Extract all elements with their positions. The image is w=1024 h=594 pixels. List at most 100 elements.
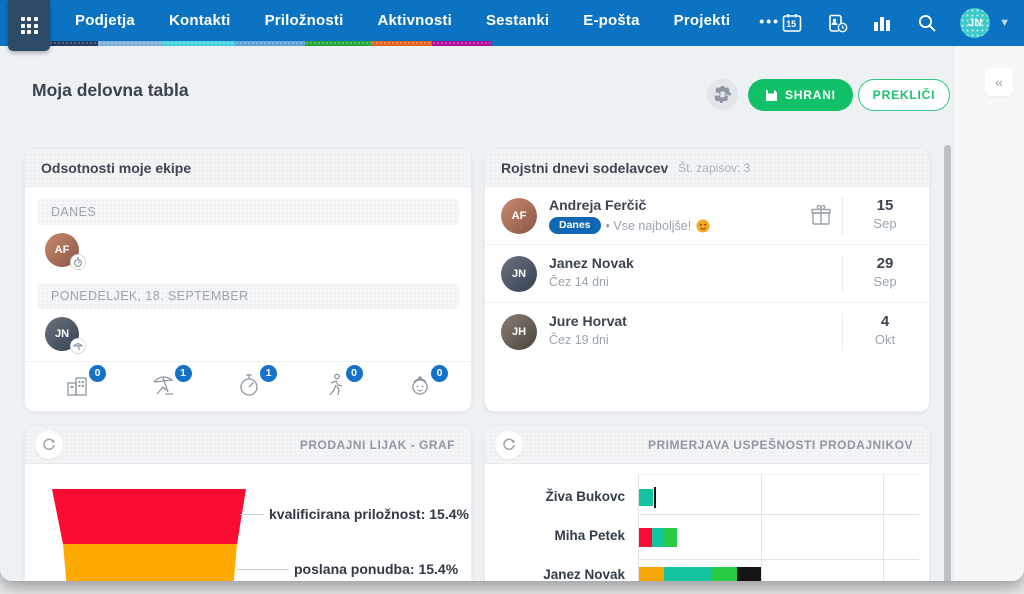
note-text: Čez 19 dni — [549, 333, 609, 347]
section-monday: PONEDELJEK, 18. SEPTEMBER — [37, 283, 459, 309]
avatar-initials: AF — [54, 244, 70, 256]
category-label: Miha Petek — [554, 528, 625, 543]
date-day: 15 — [876, 197, 894, 214]
widget-absences-header: Odsotnosti moje ekipe — [25, 149, 471, 187]
birthday-note: Danes • Vse najboljše! — [549, 217, 710, 234]
bar-segment-black — [737, 567, 761, 581]
underline-kontakti — [98, 41, 162, 46]
nav-underline-strip — [37, 41, 492, 46]
bar-segment-green — [712, 567, 737, 581]
bar-segment-teal — [639, 489, 653, 506]
underline-sestanki — [305, 41, 371, 46]
widget-birthdays-title: Rojstni dnevi sodelavcev — [501, 159, 669, 176]
birthday-date: 15 Sep — [851, 197, 919, 231]
section-today-label: DANES — [51, 205, 97, 219]
calendar-icon[interactable]: 15 — [780, 11, 804, 35]
bar-miha-petek — [639, 528, 677, 547]
leader-line — [240, 514, 264, 515]
calendar-day-number: 15 — [786, 19, 797, 29]
counter-vacation-badge: 1 — [174, 364, 192, 382]
widget-comparison-title: PRIMERJAVA USPEŠNOSTI PRODAJNIKOV — [648, 437, 913, 452]
counter-stopwatch[interactable]: 1 — [236, 364, 277, 402]
date-day: 29 — [876, 255, 894, 272]
widget-funnel-header: PRODAJNI LIJAK - GRAF — [25, 426, 471, 464]
refresh-button[interactable] — [35, 430, 63, 459]
bar-chart-plot — [638, 474, 919, 581]
avatar: AF — [501, 198, 537, 234]
avatar: JH — [501, 314, 537, 350]
underline-priloznosti — [162, 41, 235, 46]
counter-building[interactable]: 0 — [65, 364, 106, 402]
birthday-row[interactable]: AF Andreja Ferčič Danes • Vse najboljše!… — [485, 187, 929, 245]
counter-runner-badge: 0 — [345, 364, 363, 382]
save-button-label: SHRANI — [785, 88, 836, 102]
app-grid-icon — [20, 17, 38, 34]
refresh-icon — [503, 438, 515, 450]
bar-segment-teal — [652, 528, 664, 547]
widget-sales-comparison: PRIMERJAVA USPEŠNOSTI PRODAJNIKOV Živa B… — [484, 425, 930, 581]
nav-item-podjetja[interactable]: Podjetja — [75, 12, 135, 29]
avatar-initials: JN — [54, 328, 70, 340]
funnel-stage-label-1: kvalificirana priložnost: 15.4% — [269, 506, 469, 522]
user-menu-chevron-icon[interactable]: ▼ — [999, 17, 1010, 29]
nav-item-sestanki[interactable]: Sestanki — [485, 12, 550, 29]
navbar-actions: 15 JN ▼ — [780, 0, 1010, 46]
counter-runner[interactable]: 0 — [322, 364, 363, 402]
widget-absences: Odsotnosti moje ekipe DANES AF PONEDELJE… — [24, 148, 472, 412]
widget-birthdays-header: Rojstni dnevi sodelavcev Št. zapisov: 3 — [485, 149, 929, 187]
avatar-initials: AF — [511, 210, 527, 222]
smiley-emoji-icon — [696, 219, 710, 232]
counter-sick[interactable]: 0 — [407, 364, 448, 402]
date-month: Sep — [873, 274, 897, 289]
birthday-row[interactable]: JH Jure Horvat Čez 19 dni 4 Okt — [485, 303, 929, 361]
bar-target-marker — [654, 487, 656, 508]
counter-building-badge: 0 — [89, 364, 106, 382]
nav-item-eposta[interactable]: E-pošta — [583, 12, 640, 29]
refresh-icon — [43, 438, 55, 450]
person-name: Janez Novak — [549, 255, 634, 271]
right-side-panel: « — [953, 46, 1024, 581]
date-month: Okt — [874, 332, 896, 347]
gridline — [761, 475, 762, 581]
search-icon[interactable] — [915, 11, 939, 35]
nav-more-button[interactable]: ••• — [759, 12, 781, 29]
nav-item-kontakti[interactable]: Kontakti — [168, 12, 231, 29]
funnel-stage-2 — [63, 544, 237, 581]
birthday-date: 4 Okt — [851, 313, 919, 347]
gridline — [639, 514, 919, 515]
person-name: Andreja Ferčič — [549, 197, 647, 213]
absent-person-avatar[interactable]: AF — [45, 233, 86, 270]
gift-icon[interactable] — [809, 203, 833, 227]
collapse-panel-button[interactable]: « — [985, 68, 1013, 96]
umbrella-badge-icon — [70, 338, 86, 354]
nav-item-projekti[interactable]: Projekti — [673, 12, 731, 29]
vertical-scrollbar[interactable] — [944, 145, 951, 581]
statistics-icon[interactable] — [870, 11, 894, 35]
underline-podjetja — [37, 41, 98, 46]
contacts-history-icon[interactable] — [825, 11, 849, 35]
divider — [842, 313, 843, 351]
gridline — [883, 475, 884, 581]
save-button[interactable]: SHRANI — [748, 79, 853, 111]
avatar-initials: JN — [511, 268, 527, 280]
birthday-row[interactable]: JN Janez Novak Čez 14 dni 29 Sep — [485, 245, 929, 303]
counter-vacation[interactable]: 1 — [151, 364, 192, 402]
nav-item-priloznosti[interactable]: Priložnosti — [264, 12, 344, 29]
records-count-label: Št. zapisov: 3 — [678, 160, 751, 175]
user-avatar[interactable]: JN — [960, 8, 991, 38]
app-launcher-button[interactable] — [8, 0, 50, 51]
note-text: Čez 14 dni — [549, 275, 609, 289]
divider — [842, 197, 843, 235]
category-label: Živa Bukovc — [545, 489, 625, 504]
widget-sales-funnel: PRODAJNI LIJAK - GRAF kvalificirana pril… — [24, 425, 472, 581]
bar-segment-green — [664, 528, 677, 547]
refresh-button[interactable] — [495, 430, 523, 459]
nav-item-aktivnosti[interactable]: Aktivnosti — [377, 12, 452, 29]
dashboard-settings-button[interactable] — [707, 79, 738, 110]
funnel-stage-label-2: poslana ponudba: 15.4% — [294, 561, 459, 577]
cancel-button[interactable]: PREKLIČI — [858, 79, 950, 111]
absent-person-avatar[interactable]: JN — [45, 317, 86, 354]
save-icon — [766, 89, 777, 101]
gear-icon — [714, 86, 731, 103]
widget-funnel-title: PRODAJNI LIJAK - GRAF — [299, 437, 455, 452]
